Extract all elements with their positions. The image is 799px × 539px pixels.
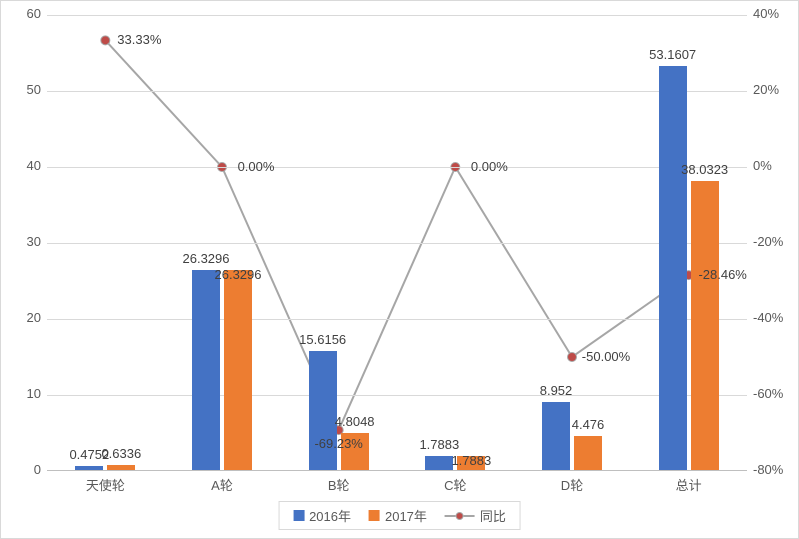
- y-axis-left-tick: 20: [7, 310, 47, 325]
- x-axis-tick: B轮: [328, 470, 350, 494]
- chart-container: 0 10 20 30 40 50 60 -80% -60% -40% -20% 0% 20% 40% 天使轮…: [0, 0, 799, 539]
- bar-value-label: 15.6156: [299, 332, 346, 347]
- line-value-label: 0.00%: [471, 159, 508, 174]
- bar-value-label: 8.952: [540, 383, 573, 398]
- legend-label: 2017年: [385, 506, 427, 525]
- bar: [192, 270, 220, 470]
- bar-value-label: 4.476: [572, 417, 605, 432]
- y-axis-right-tick: 0%: [747, 158, 797, 173]
- line-value-label: 33.33%: [117, 32, 161, 47]
- legend-line-icon: [445, 512, 475, 520]
- line-value-label: 0.00%: [238, 159, 275, 174]
- y-axis-left-tick: 40: [7, 158, 47, 173]
- x-axis-tick: 天使轮: [86, 470, 125, 494]
- bar: [309, 351, 337, 470]
- bar: [659, 66, 687, 470]
- y-axis-right-tick: -60%: [747, 386, 797, 401]
- bar-value-label: 1.7883: [451, 453, 491, 468]
- x-axis-tick: 总计: [676, 470, 702, 494]
- bar: [425, 456, 453, 470]
- bar-value-label: 26.3296: [183, 251, 230, 266]
- line-value-label: -69.23%: [314, 436, 362, 451]
- x-axis-tick: C轮: [444, 470, 466, 494]
- legend-swatch: [293, 510, 304, 521]
- legend-item: 2016年: [293, 506, 351, 525]
- bar: [574, 436, 602, 470]
- bar-value-label: 53.1607: [649, 47, 696, 62]
- x-axis-tick: A轮: [211, 470, 233, 494]
- y-axis-left-tick: 30: [7, 234, 47, 249]
- bar-value-label: 4.8048: [335, 414, 375, 429]
- y-axis-left-tick: 50: [7, 82, 47, 97]
- y-axis-right-tick: -20%: [747, 234, 797, 249]
- line-value-label: -50.00%: [582, 349, 630, 364]
- gridline: [47, 395, 747, 396]
- legend-label: 同比: [480, 506, 506, 525]
- y-axis-left-tick: 10: [7, 386, 47, 401]
- line-value-label: -28.46%: [698, 267, 746, 282]
- legend-label: 2016年: [309, 506, 351, 525]
- legend: 2016年 2017年 同比: [278, 501, 521, 530]
- legend-item: 2017年: [369, 506, 427, 525]
- bar-value-label: 26.3296: [215, 267, 262, 282]
- bar-value-label: 1.7883: [419, 437, 459, 452]
- legend-item: 同比: [445, 506, 506, 525]
- y-axis-right-tick: -40%: [747, 310, 797, 325]
- gridline: [47, 15, 747, 16]
- y-axis-left-tick: 60: [7, 6, 47, 21]
- bar-value-label: 38.0323: [681, 162, 728, 177]
- y-axis-right-tick: -80%: [747, 462, 797, 477]
- bar: [224, 270, 252, 470]
- y-axis-left-tick: 0: [7, 462, 47, 477]
- bar-value-label: 0.6336: [101, 446, 141, 461]
- gridline: [47, 243, 747, 244]
- bar: [691, 181, 719, 470]
- y-axis-right-tick: 40%: [747, 6, 797, 21]
- bar: [75, 466, 103, 470]
- x-axis-tick: D轮: [561, 470, 583, 494]
- plot-area: 0102030405060-80%-60%-40%-20%0%20%40%天使轮…: [47, 15, 747, 471]
- y-axis-right-tick: 20%: [747, 82, 797, 97]
- legend-swatch: [369, 510, 380, 521]
- bar: [542, 402, 570, 470]
- gridline: [47, 167, 747, 168]
- gridline: [47, 91, 747, 92]
- gridline: [47, 319, 747, 320]
- bar: [107, 465, 135, 470]
